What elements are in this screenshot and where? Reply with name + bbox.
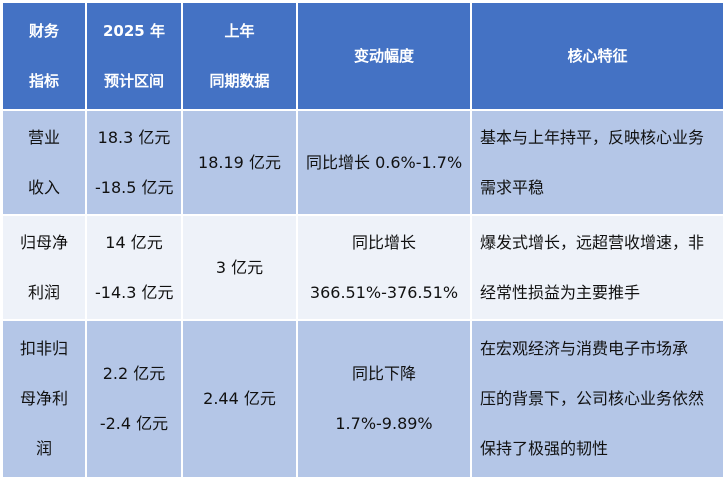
- cell-line: 2.44 亿元: [203, 389, 276, 408]
- cell-line: 扣非归: [19, 339, 68, 358]
- table-cell: 在宏观经济与消费电子市场承 压的背景下，公司核心业务依然 保持了极强的韧性: [470, 319, 723, 479]
- header-cell: 上年 同期数据: [181, 1, 298, 111]
- cell-line: 基本与上年持平，反映核心业务: [480, 127, 705, 147]
- cell-line: -2.4 亿元: [99, 414, 169, 433]
- cell-line: 归母净: [19, 232, 68, 252]
- cell-line: 保持了极强的韧性: [480, 439, 609, 458]
- cell-line: -14.3 亿元: [95, 282, 174, 302]
- cell-line: 压的背景下，公司核心业务依然: [480, 389, 705, 408]
- table-row: 营业收入 18.3 亿元 -18.5 亿元 18.19 亿元 同比增长 0.6%-1.7…: [1, 109, 723, 216]
- cell-line: 18.3 亿元: [97, 127, 171, 147]
- cell-line: 财务: [28, 22, 59, 40]
- cell-line: 同比下降: [351, 364, 416, 383]
- header-cell: 核心特征: [470, 1, 723, 111]
- table-body: 营业收入 18.3 亿元 -18.5 亿元 18.19 亿元 同比增长 0.6%-1.7…: [1, 109, 723, 479]
- cell-line: 3 亿元: [215, 257, 264, 277]
- table-cell: 14 亿元 -14.3 亿元: [85, 214, 183, 321]
- table-cell: 同比增长 366.51%-376.51%: [296, 214, 472, 321]
- header-row: 财务 指标 2025 年预计区间 上年 同期数据 变动幅度 核心特征: [1, 1, 723, 111]
- cell-line: 366.51%-376.51%: [309, 282, 459, 302]
- cell-line: 2025 年: [103, 22, 165, 40]
- cell-line: 同期数据: [209, 72, 270, 90]
- cell-line: 母净利: [19, 389, 68, 408]
- table-cell: 爆发式增长，远超营收增速，非 经常性损益为主要推手: [470, 214, 723, 321]
- cell-line: 2.2 亿元: [102, 364, 166, 383]
- table-cell: 2.2 亿元 -2.4 亿元: [85, 319, 183, 479]
- table-cell: 归母净 利润: [1, 214, 87, 321]
- cell-line: 指标: [28, 72, 59, 90]
- table-cell: 3 亿元: [181, 214, 298, 321]
- table-cell: 营业 收入: [1, 109, 87, 216]
- table-cell: 18.19 亿元: [181, 109, 298, 216]
- cell-line: -18.5 亿元: [95, 177, 174, 197]
- table-cell: 扣非归 母净利润: [1, 319, 87, 479]
- cell-line: 营业: [27, 127, 60, 147]
- cell-line: 需求平稳: [480, 177, 545, 197]
- cell-line: 变动幅度: [353, 47, 414, 65]
- cell-line: 利润: [27, 282, 60, 302]
- cell-line: 同比增长 0.6%-1.7%: [306, 152, 463, 172]
- cell-line: 在宏观经济与消费电子市场承: [480, 339, 689, 358]
- cell-line: 爆发式增长，远超营收增速，非: [480, 232, 705, 252]
- cell-line: 18.19 亿元: [198, 152, 281, 172]
- header-cell: 2025 年预计区间: [85, 1, 183, 111]
- cell-line: 经常性损益为主要推手: [480, 282, 641, 302]
- cell-line: 1.7%-9.89%: [335, 414, 433, 433]
- table-cell: 同比下降 1.7%-9.89%: [296, 319, 472, 479]
- table-cell: 18.3 亿元 -18.5 亿元: [85, 109, 183, 216]
- cell-line: 核心特征: [567, 47, 628, 65]
- cell-line: 14 亿元: [105, 232, 163, 252]
- cell-line: 收入: [27, 177, 60, 197]
- table-row: 归母净利润 14 亿元 -14.3 亿元 3 亿元 同比增长 366.51%-376.51…: [1, 214, 723, 321]
- table-row: 扣非归母净利润 2.2 亿元 -2.4 亿元 2.44 亿元 同比下降 1.7%-9.89…: [1, 319, 723, 479]
- cell-line: 润: [35, 439, 52, 458]
- header-cell: 财务 指标: [1, 1, 87, 111]
- cell-line: 同比增长: [351, 232, 416, 252]
- table-cell: 基本与上年持平，反映核心业务 需求平稳: [470, 109, 723, 216]
- cell-line: 预计区间: [103, 72, 164, 90]
- table-cell: 2.44 亿元: [181, 319, 298, 479]
- table-cell: 同比增长 0.6%-1.7%: [296, 109, 472, 216]
- header-cell: 变动幅度: [296, 1, 472, 111]
- cell-line: 上年: [224, 22, 255, 40]
